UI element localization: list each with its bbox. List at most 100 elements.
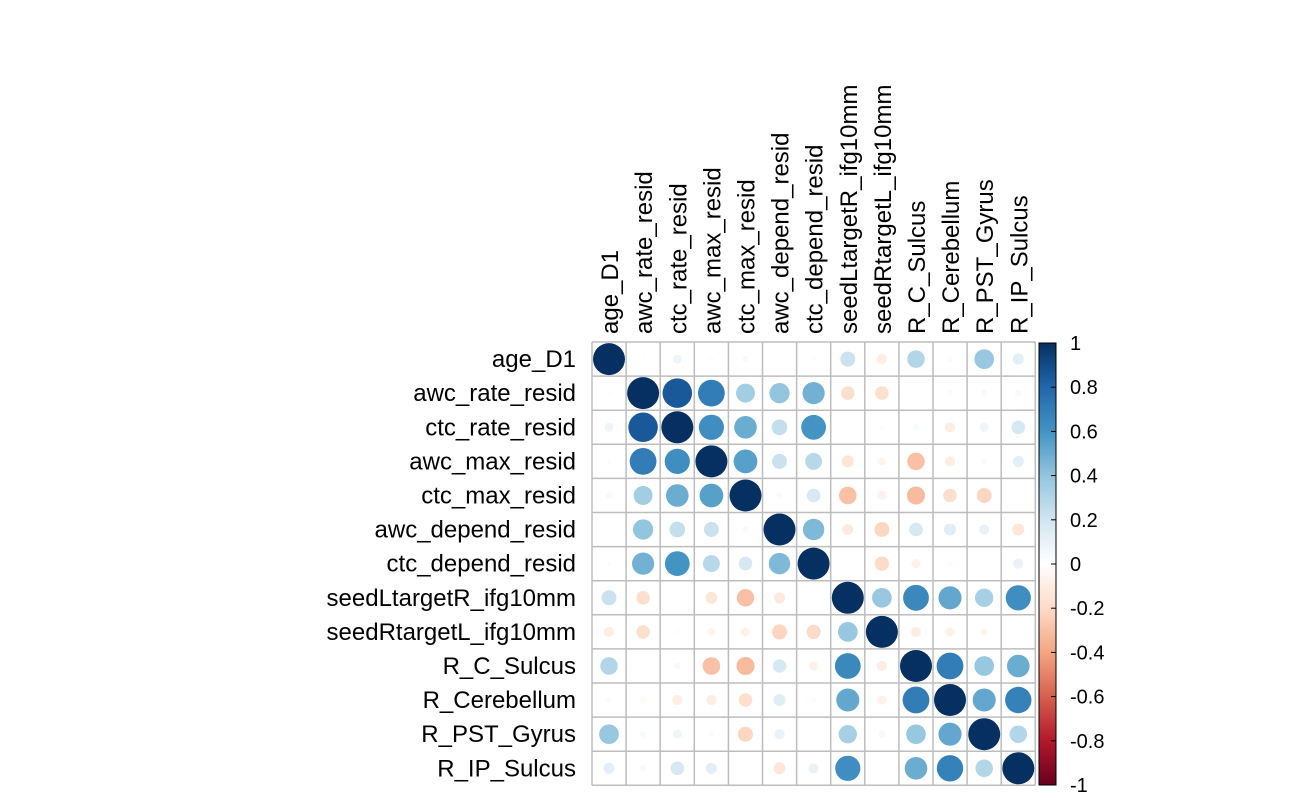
correlation-circle [934, 684, 966, 716]
correlation-circle [947, 560, 953, 567]
correlation-circle [675, 629, 680, 635]
correlation-circle [1009, 725, 1028, 743]
correlation-circle [776, 492, 783, 499]
column-label: ctc_rate_resid [665, 183, 692, 334]
colorbar-tick-label: 0 [1070, 554, 1081, 576]
correlation-circle [627, 377, 660, 410]
row-label: R_IP_Sulcus [437, 755, 576, 782]
row-label: R_Cerebellum [423, 687, 576, 714]
row-label: age_D1 [492, 346, 576, 373]
correlation-circle [936, 755, 964, 782]
correlation-circle [981, 458, 987, 465]
correlation-circle [1005, 686, 1032, 714]
correlation-circle [738, 556, 753, 571]
correlation-circle [772, 659, 787, 673]
correlation-circle [872, 587, 892, 608]
correlation-circle [740, 627, 751, 637]
correlation-circle [773, 592, 786, 604]
correlation-circle [695, 445, 728, 478]
correlation-circle [702, 555, 720, 573]
correlation-circle [774, 729, 785, 740]
correlation-circle [1012, 353, 1024, 365]
correlation-circle [842, 523, 854, 536]
correlation-circle [733, 449, 758, 474]
correlation-circle [797, 547, 830, 580]
correlation-circle [768, 552, 791, 575]
row-label: awc_depend_resid [375, 517, 576, 544]
correlation-circle [877, 457, 886, 466]
correlation-circle [606, 390, 612, 396]
correlation-circle [640, 697, 646, 703]
correlation-circle [629, 448, 657, 475]
correlation-circle [837, 622, 858, 642]
column-label: ctc_max_resid [734, 179, 761, 334]
correlation-circle [912, 424, 920, 431]
correlation-circle [801, 414, 826, 440]
correlation-circle [672, 354, 682, 364]
correlation-circle [903, 584, 929, 611]
correlation-circle [802, 382, 825, 405]
correlation-circle [672, 694, 683, 706]
correlation-circle [702, 657, 721, 675]
correlation-circle [838, 725, 857, 744]
correlation-circle [981, 389, 988, 397]
correlation-circle [968, 718, 1001, 751]
correlation-circle [636, 625, 650, 639]
correlation-circle [945, 627, 955, 637]
correlation-circle [633, 486, 653, 505]
column-label: awc_depend_resid [768, 133, 795, 334]
correlation-circle [606, 561, 612, 566]
correlation-circle [661, 411, 694, 444]
column-label: age_D1 [597, 250, 624, 334]
correlation-circle [628, 412, 658, 443]
correlation-circle [810, 697, 817, 703]
correlation-circle [600, 657, 618, 675]
correlation-circle [769, 382, 790, 404]
correlation-circle [742, 355, 749, 363]
row-label: ctc_depend_resid [387, 551, 576, 578]
correlation-circle [772, 453, 787, 469]
correlation-circle [606, 697, 612, 703]
correlation-circle [670, 761, 685, 776]
column-label: ctc_depend_resid [802, 145, 829, 334]
correlation-circle [771, 419, 788, 436]
correlation-circle [806, 488, 821, 503]
correlation-circle [904, 756, 928, 780]
correlation-circle [944, 422, 956, 433]
correlation-circle [972, 688, 996, 712]
correlation-circle [599, 724, 619, 745]
correlation-circle [876, 660, 887, 672]
correlation-circle [1002, 752, 1035, 785]
correlation-circle [736, 656, 755, 676]
column-label: R_IP_Sulcus [1006, 195, 1033, 334]
correlation-circle [738, 726, 753, 742]
correlation-circle [936, 652, 964, 680]
correlation-circle [705, 591, 718, 604]
correlation-circle [979, 524, 990, 535]
colorbar-tick-label: 0.6 [1070, 421, 1098, 443]
correlation-circle [605, 492, 613, 499]
column-labels: age_D1 awc_rate_resid ctc_rate_resid awc_ma… [597, 85, 1033, 334]
correlation-circle [636, 591, 650, 605]
correlation-circle [910, 626, 922, 637]
correlation-circle [975, 588, 994, 607]
correlation-circle [698, 379, 725, 407]
correlation-circle [640, 356, 646, 362]
colorbar-tick-label: 1 [1070, 333, 1081, 355]
correlation-circle [902, 686, 930, 714]
correlation-circle [709, 356, 714, 362]
correlation-circle [841, 455, 854, 468]
correlation-circle [1011, 420, 1026, 435]
correlation-circle [874, 556, 890, 571]
row-label: seedLtargetR_ifg10mm [327, 585, 576, 612]
correlation-circle [974, 656, 995, 676]
correlation-circle [974, 349, 995, 369]
correlation-circle [664, 551, 690, 576]
correlation-circle [1015, 389, 1022, 397]
colorbar-tick-label: 0.4 [1070, 466, 1098, 488]
column-label: R_C_Sulcus [904, 201, 931, 334]
correlation-circle [734, 415, 757, 439]
correlation-circle [1012, 455, 1024, 467]
correlation-circle [906, 724, 926, 745]
correlation-circle [907, 350, 925, 368]
